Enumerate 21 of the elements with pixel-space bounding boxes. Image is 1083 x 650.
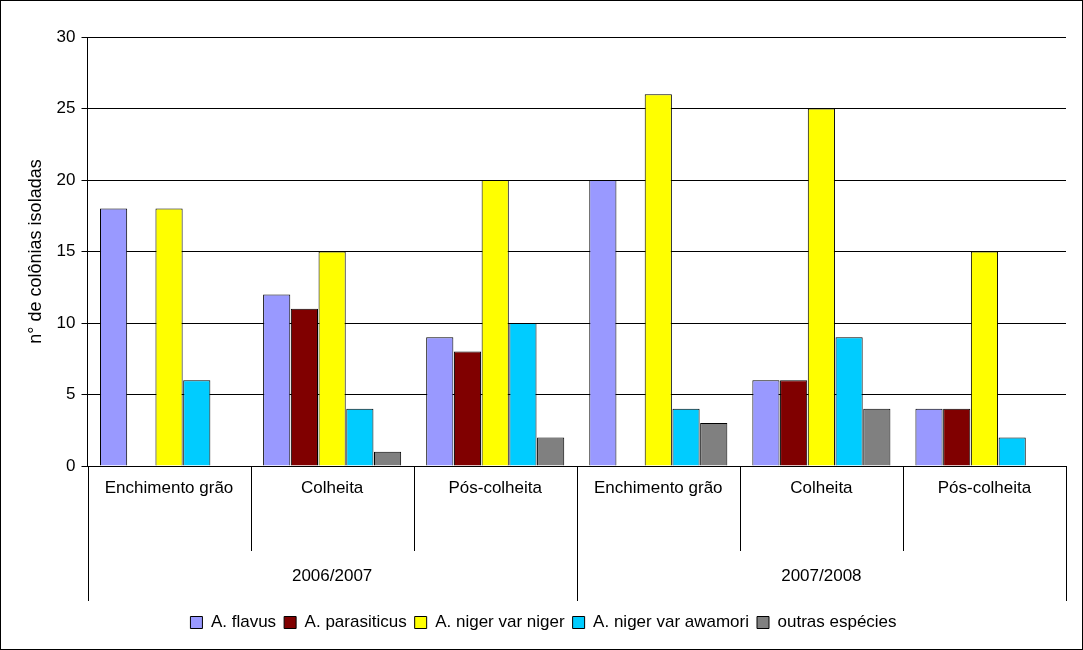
y-tick-label: 20 bbox=[56, 169, 76, 189]
x-tick-label: Pós-colheita bbox=[448, 477, 543, 497]
y-tick-label: 15 bbox=[56, 241, 76, 261]
legend-label: outras espécies bbox=[777, 612, 897, 632]
legend-label: A. niger var awamori bbox=[593, 612, 750, 632]
x-tick-label: Colheita bbox=[790, 477, 854, 497]
y-axis-title: n° de colônias isoladas bbox=[24, 159, 45, 344]
y-tick-label: 25 bbox=[56, 98, 76, 118]
legend-label: A. parasiticus bbox=[304, 612, 407, 632]
legend-label: A. niger var niger bbox=[435, 612, 565, 632]
x-tick-label: Pós-colheita bbox=[937, 477, 1032, 497]
legend-label: A. flavus bbox=[210, 612, 277, 632]
x-tick-label: Enchimento grão bbox=[594, 477, 723, 497]
text: 2006/2007 bbox=[291, 565, 373, 585]
y-tick-label: 5 bbox=[66, 384, 76, 404]
x-tick-label: Colheita bbox=[300, 477, 364, 497]
y-tick-label: 0 bbox=[66, 455, 76, 475]
y-tick-label: 30 bbox=[56, 26, 76, 46]
x-tick-label: Enchimento grão bbox=[104, 477, 234, 497]
y-tick-label: 10 bbox=[56, 312, 76, 332]
text: 2007/2008 bbox=[781, 565, 862, 585]
